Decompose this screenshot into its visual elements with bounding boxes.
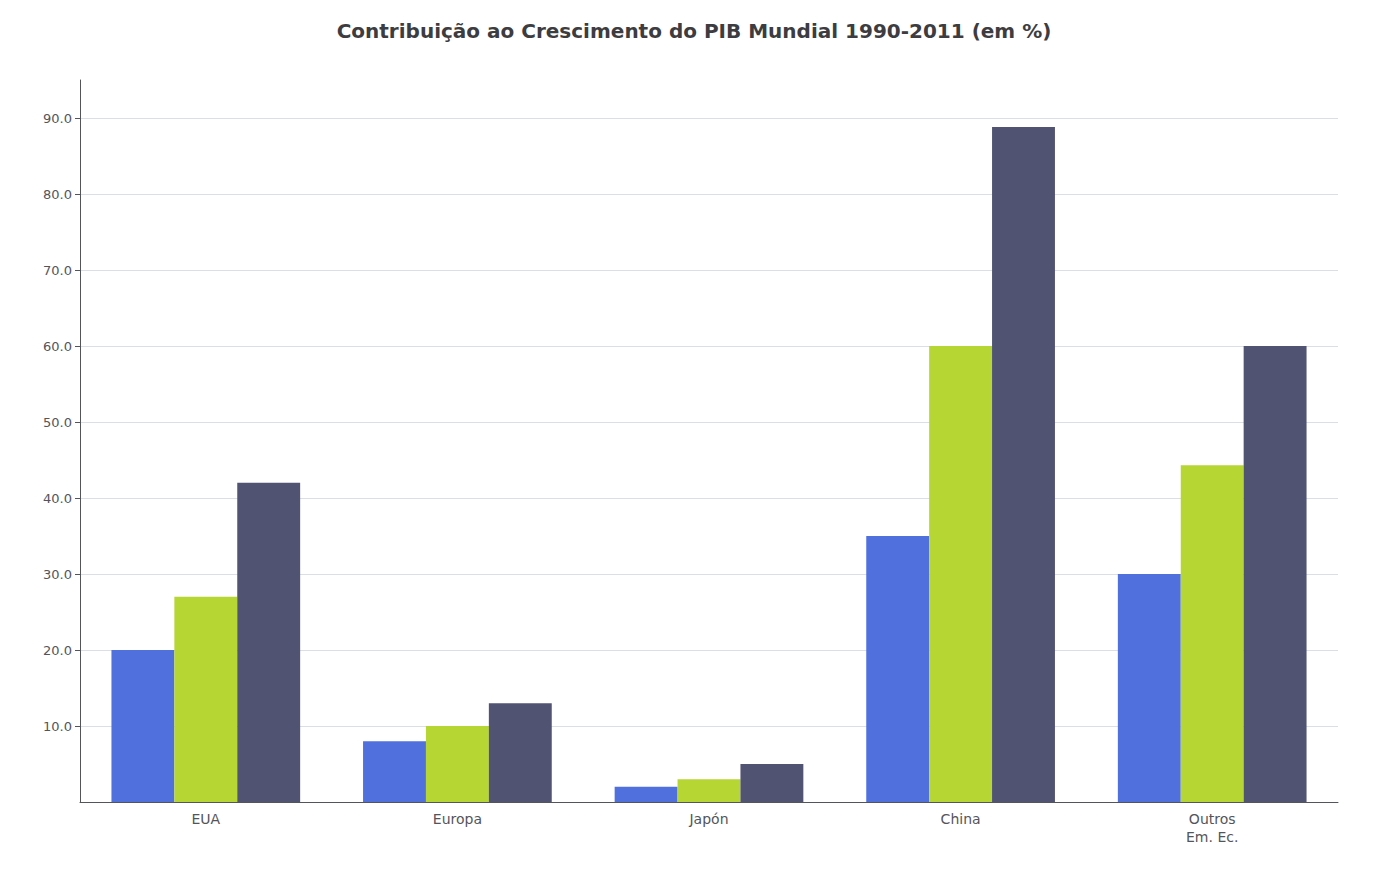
svg-text:Contribuição ao Crescimento do: Contribuição ao Crescimento do PIB Mundi…	[337, 19, 1052, 43]
svg-text:10.0: 10.0	[43, 719, 72, 734]
svg-text:EUA: EUA	[191, 811, 220, 827]
svg-text:90.0: 90.0	[43, 111, 72, 126]
svg-text:China: China	[941, 811, 981, 827]
svg-text:60.0: 60.0	[43, 339, 72, 354]
svg-text:Outros: Outros	[1189, 811, 1236, 827]
svg-text:70.0: 70.0	[43, 263, 72, 278]
svg-text:20.0: 20.0	[43, 643, 72, 658]
svg-text:30.0: 30.0	[43, 567, 72, 582]
svg-text:50.0: 50.0	[43, 415, 72, 430]
svg-text:Europa: Europa	[433, 811, 482, 827]
svg-text:Em. Ec.: Em. Ec.	[1186, 829, 1238, 845]
svg-text:80.0: 80.0	[43, 187, 72, 202]
svg-text:40.0: 40.0	[43, 491, 72, 506]
svg-text:Japón: Japón	[688, 811, 728, 827]
